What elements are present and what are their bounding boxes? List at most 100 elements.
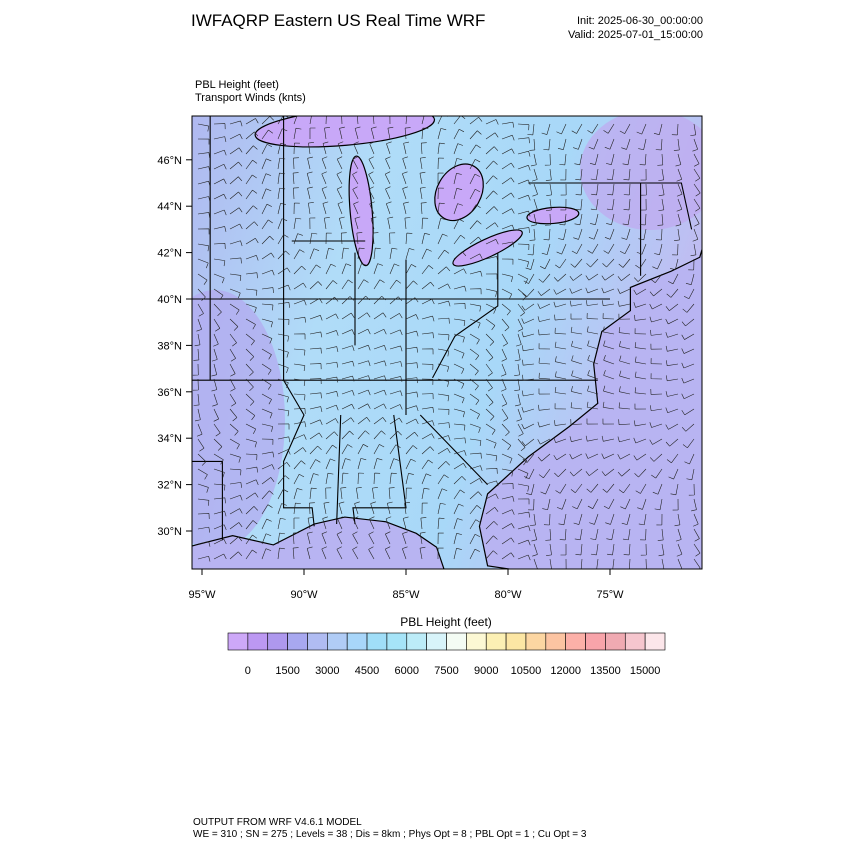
lake: [526, 206, 580, 225]
wind-barb: [369, 141, 375, 155]
wind-barb: [640, 528, 647, 541]
wind-barb: [658, 543, 665, 557]
wind-barb: [421, 127, 429, 140]
wind-barb: [590, 213, 599, 225]
wind-barb: [339, 126, 345, 140]
wind-barb: [420, 142, 427, 155]
wind-barb: [634, 403, 647, 410]
wind-barb: [245, 479, 259, 485]
map: [192, 116, 702, 569]
wind-barb: [693, 198, 701, 212]
wind-barb: [453, 268, 467, 275]
wind-barb: [549, 558, 552, 569]
border: [352, 414, 407, 525]
wind-barb: [485, 206, 499, 215]
colorbar-swatch: [287, 632, 308, 651]
wind-barb: [517, 483, 530, 492]
wind-barb: [309, 232, 318, 245]
wind-barb: [357, 430, 370, 440]
wind-barb: [469, 548, 480, 560]
wind-barb: [213, 193, 227, 200]
wind-barb: [634, 356, 647, 365]
wind-barb: [245, 174, 257, 185]
wind-barb: [293, 447, 307, 455]
wind-barb: [213, 524, 227, 530]
wind-barb: [261, 423, 274, 432]
wind-barb: [245, 363, 254, 377]
wind-barb: [245, 159, 258, 170]
wind-barb: [437, 202, 445, 215]
wind-barb: [570, 258, 583, 268]
wind-barb: [321, 156, 328, 170]
wind-barb: [261, 438, 274, 445]
wind-barb: [389, 247, 398, 260]
wind-barb: [213, 288, 224, 300]
wind-barb: [543, 513, 551, 526]
wind-barb: [325, 346, 339, 353]
lat-tick-label: 38°N: [157, 340, 182, 352]
wind-barb: [325, 431, 339, 440]
colorbar-label: 9000: [474, 665, 498, 677]
wind-barb: [681, 333, 695, 340]
wind-barb: [571, 243, 583, 254]
colorbar-label: 13500: [590, 665, 621, 677]
wind-barb: [197, 273, 208, 285]
wind-barb: [373, 247, 381, 260]
wind-barb: [560, 183, 567, 196]
wind-barb: [655, 138, 663, 151]
wind-barb: [485, 535, 498, 545]
wind-barb: [213, 408, 219, 422]
wind-barb: [693, 528, 700, 542]
wind-barb: [621, 513, 631, 525]
wind-barb: [245, 438, 257, 448]
wind-barb: [196, 423, 203, 437]
wind-barb: [453, 303, 466, 309]
wind-barb: [387, 216, 394, 230]
wind-barb: [665, 318, 679, 325]
wind-barb: [437, 547, 444, 560]
wind-barb: [501, 177, 515, 185]
wind-barb: [469, 505, 482, 515]
wind-barb: [277, 408, 290, 417]
wind-barb: [404, 502, 410, 515]
wind-barb: [485, 423, 496, 435]
wind-barb: [601, 435, 615, 442]
wind-barb: [618, 483, 631, 494]
lon-tick-label: 85°W: [392, 589, 420, 601]
wind-barb: [527, 123, 535, 136]
footer-line: WE = 310 ; SN = 275 ; Levels = 38 ; Dis …: [193, 829, 587, 840]
wind-barb: [693, 168, 701, 182]
wind-barb: [574, 153, 583, 166]
wind-barb: [277, 143, 287, 155]
wind-barb: [469, 159, 481, 170]
wind-barb: [649, 303, 663, 310]
wind-barb: [671, 123, 679, 136]
wind-barb: [277, 250, 290, 260]
wind-barb: [649, 422, 663, 428]
wind-barb: [633, 437, 647, 444]
wind-barb: [341, 279, 353, 290]
wind-barb: [588, 138, 599, 150]
wind-barb: [324, 216, 330, 230]
wind-barb: [261, 303, 274, 311]
colorbar-swatch: [366, 632, 388, 651]
colorbar-label: 10500: [511, 665, 542, 677]
wind-barb: [667, 273, 679, 285]
wind-barb: [277, 462, 291, 470]
wind-barb: [229, 303, 240, 315]
wind-barb: [590, 168, 599, 181]
wind-barb: [453, 476, 466, 485]
wind-barb: [622, 213, 631, 226]
wind-barb: [469, 116, 483, 125]
wind-barb: [517, 164, 531, 171]
wind-barb: [213, 209, 227, 216]
wind-barb: [571, 370, 583, 380]
wind-barb: [618, 402, 631, 410]
wind-barb: [325, 361, 339, 368]
wind-barb: [653, 123, 663, 135]
wind-barb: [453, 378, 465, 389]
wind-barb: [369, 201, 375, 215]
wind-barb: [385, 516, 392, 530]
wind-barb: [558, 228, 567, 241]
wind-barb: [587, 498, 599, 509]
